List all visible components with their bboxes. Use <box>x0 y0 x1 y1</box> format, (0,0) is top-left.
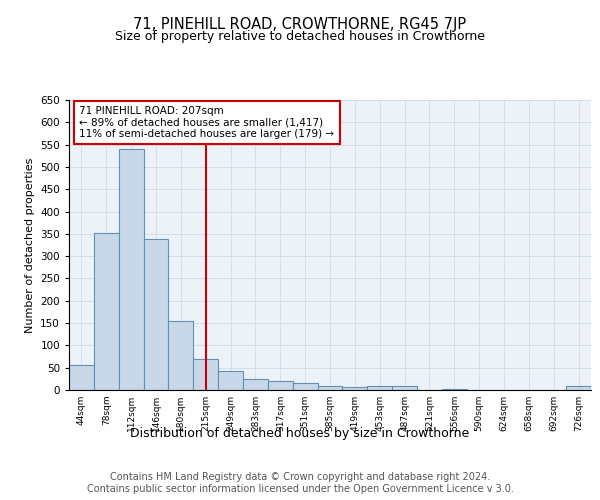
Bar <box>392 386 417 390</box>
Text: 71, PINEHILL ROAD, CROWTHORNE, RG45 7JP: 71, PINEHILL ROAD, CROWTHORNE, RG45 7JP <box>133 18 467 32</box>
Bar <box>119 148 143 390</box>
Bar <box>268 381 293 390</box>
Bar <box>343 387 367 390</box>
Text: Size of property relative to detached houses in Crowthorne: Size of property relative to detached ho… <box>115 30 485 43</box>
Bar <box>367 386 392 390</box>
Text: Contains public sector information licensed under the Open Government Licence v : Contains public sector information licen… <box>86 484 514 494</box>
Text: Distribution of detached houses by size in Crowthorne: Distribution of detached houses by size … <box>130 428 470 440</box>
Text: Contains HM Land Registry data © Crown copyright and database right 2024.: Contains HM Land Registry data © Crown c… <box>110 472 490 482</box>
Bar <box>317 386 343 390</box>
Bar <box>143 239 169 390</box>
Bar <box>218 372 243 390</box>
Text: 71 PINEHILL ROAD: 207sqm
← 89% of detached houses are smaller (1,417)
11% of sem: 71 PINEHILL ROAD: 207sqm ← 89% of detach… <box>79 106 335 139</box>
Bar <box>169 321 193 390</box>
Bar <box>193 359 218 390</box>
Bar <box>293 384 317 390</box>
Bar <box>566 386 591 390</box>
Bar <box>442 388 467 390</box>
Bar <box>94 232 119 390</box>
Y-axis label: Number of detached properties: Number of detached properties <box>25 158 35 332</box>
Bar <box>69 364 94 390</box>
Bar <box>243 379 268 390</box>
